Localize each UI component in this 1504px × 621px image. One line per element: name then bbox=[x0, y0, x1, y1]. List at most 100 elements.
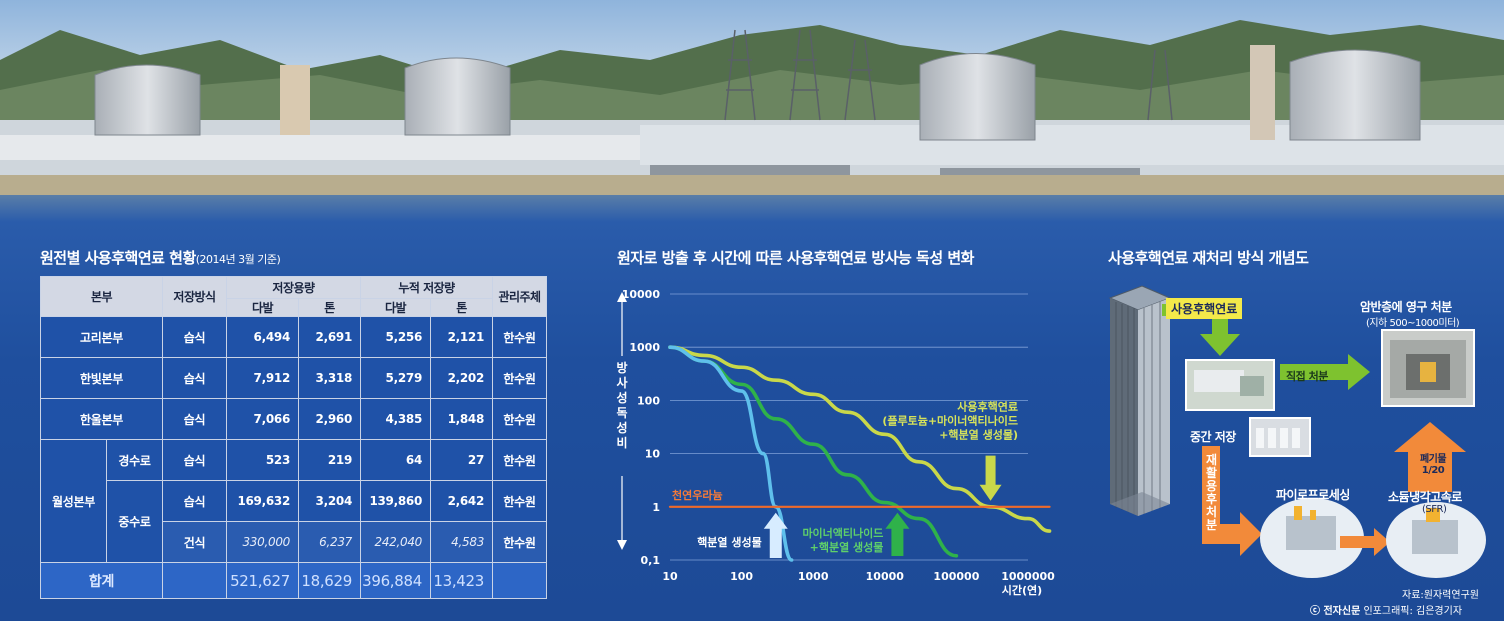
pyro-to-sfr-arrow bbox=[1340, 528, 1390, 556]
row-cap-bundle: 7,066 bbox=[226, 398, 299, 440]
x-tick-label: 10 bbox=[662, 570, 678, 583]
row-acc-ton: 2,202 bbox=[430, 357, 494, 399]
row-manager: 한수원 bbox=[492, 521, 548, 563]
total-manager-empty bbox=[492, 562, 548, 599]
y-axis-label-char: 독 bbox=[616, 406, 627, 420]
y-tick-label: 100 bbox=[637, 394, 660, 407]
row-acc-bundle: 4,385 bbox=[360, 398, 432, 440]
direct-disposal-label: 직접 처분 bbox=[1286, 370, 1328, 383]
minor-actinide-label-1: 마이너액티나이드 bbox=[802, 526, 883, 540]
credit-brand: ⓒ 전자신문 bbox=[1310, 606, 1361, 617]
row-acc-ton: 2,642 bbox=[430, 480, 494, 522]
row-cap-ton: 2,691 bbox=[297, 316, 362, 358]
x-tick-label: 10000 bbox=[866, 570, 905, 583]
header-accumulated: 누적 저장량 bbox=[360, 276, 494, 299]
chart-series bbox=[668, 345, 1052, 562]
spent-fuel-table: 본부 저장방식 저장용량 누적 저장량 관리주체 다발 톤 다발 톤 고리본부 … bbox=[40, 276, 548, 599]
header-manager: 관리주체 bbox=[492, 276, 548, 317]
power-plant-photo bbox=[0, 0, 1504, 222]
sfr-abbr-label: (SFR) bbox=[1422, 504, 1447, 515]
source-credit: 자료:원자력연구원 bbox=[1402, 590, 1479, 601]
minor-actinide-label-2: +핵분열 생성물 bbox=[810, 540, 884, 554]
y-axis-label-char: 사 bbox=[616, 375, 627, 390]
row-reactor-type: 경수로 bbox=[106, 439, 163, 481]
table-header-row: 본부 저장방식 저장용량 누적 저장량 관리주체 bbox=[40, 276, 548, 317]
table-row: 한울본부 습식 7,066 2,960 4,385 1,848 한수원 bbox=[40, 398, 548, 440]
y-axis-arrow-head-down bbox=[617, 540, 627, 550]
row-cap-ton: 2,960 bbox=[297, 398, 362, 440]
diagram-title: 사용후핵연료 재처리 방식 개념도 bbox=[1108, 249, 1309, 267]
row-method: 습식 bbox=[162, 439, 227, 481]
table-row: 월성본부 경수로 습식 523 219 64 27 한수원 bbox=[40, 439, 548, 563]
row-method: 습식 bbox=[162, 480, 227, 522]
row-acc-bundle: 64 bbox=[360, 439, 432, 481]
total-cap-bundle: 521,627 bbox=[226, 562, 299, 599]
x-tick-label: 1000000 bbox=[1001, 570, 1055, 583]
y-axis-label-char: 성 bbox=[616, 421, 627, 435]
spent-fuel-arrow bbox=[979, 455, 1002, 501]
direct-disposal-arrow bbox=[1280, 354, 1370, 390]
header-cap-ton: 톤 bbox=[297, 298, 362, 317]
row-acc-ton: 4,583 bbox=[430, 521, 494, 563]
fission-products-label: 핵분열 생성물 bbox=[697, 535, 762, 549]
row-manager: 한수원 bbox=[492, 357, 548, 399]
artist-credit: ⓒ 전자신문 인포그래픽: 김은경기자 bbox=[1310, 602, 1462, 617]
recycle-disposal-arrow bbox=[1202, 446, 1262, 556]
row-method: 습식 bbox=[162, 398, 227, 440]
natural-uranium-label: 천연우라늄 bbox=[672, 488, 723, 502]
header-cap-bundle: 다발 bbox=[226, 298, 299, 317]
row-cap-bundle: 6,494 bbox=[226, 316, 299, 358]
row-hq: 고리본부 bbox=[40, 316, 163, 358]
header-acc-bundle: 다발 bbox=[360, 298, 432, 317]
header-acc-ton: 톤 bbox=[430, 298, 494, 317]
table-total-row: 합계 521,627 18,629 396,884 13,423 bbox=[40, 562, 548, 599]
recycle-disposal-label: 재활용후처분 bbox=[1206, 453, 1217, 532]
row-manager: 한수원 bbox=[492, 439, 548, 481]
spent-fuel-tag: 사용후핵연료 bbox=[1166, 298, 1243, 319]
row-acc-bundle: 242,040 bbox=[360, 521, 432, 563]
diagram-graphics bbox=[1108, 285, 1486, 578]
row-cap-ton: 219 bbox=[297, 439, 362, 481]
row-acc-bundle: 5,256 bbox=[360, 316, 432, 358]
row-hq: 한빛본부 bbox=[40, 357, 163, 399]
row-acc-ton: 1,848 bbox=[430, 398, 494, 440]
table-row: 한빛본부 습식 7,912 3,318 5,279 2,202 한수원 bbox=[40, 357, 548, 399]
row-manager: 한수원 bbox=[492, 316, 548, 358]
x-tick-label: 1000 bbox=[798, 570, 829, 583]
fuel-assembly-icon bbox=[1108, 285, 1172, 516]
credit-artist: 인포그래픽: 김은경기자 bbox=[1363, 606, 1463, 617]
waste-reduction-label: 폐기물 1/20 bbox=[1419, 454, 1447, 476]
row-hq: 한울본부 bbox=[40, 398, 163, 440]
row-cap-ton: 6,237 bbox=[297, 521, 362, 563]
total-label: 합계 bbox=[40, 562, 163, 599]
row-cap-bundle: 169,632 bbox=[226, 480, 299, 522]
x-axis-label: 시간(연) bbox=[1002, 583, 1042, 597]
row-manager: 한수원 bbox=[492, 480, 548, 522]
toxicity-chart: 10000 1000 100 10 1 0,1 10 100 1000 10000 100000 10… bbox=[600, 276, 1060, 606]
row-cap-ton: 3,204 bbox=[297, 480, 362, 522]
spent-fuel-label-3: +핵분열 생성물) bbox=[939, 427, 1018, 441]
chart-grid bbox=[670, 293, 1028, 561]
total-method-empty bbox=[162, 562, 227, 599]
total-cap-ton: 18,629 bbox=[297, 562, 362, 599]
table-row: 고리본부 습식 6,494 2,691 5,256 2,121 한수원 bbox=[40, 316, 548, 358]
table-title: 원전별 사용후핵연료 현황(2014년 3월 기준) bbox=[40, 249, 281, 267]
y-axis-label-char: 성 bbox=[616, 391, 627, 405]
series-line bbox=[668, 345, 794, 562]
row-acc-bundle: 139,860 bbox=[360, 480, 432, 522]
row-acc-bundle: 5,279 bbox=[360, 357, 432, 399]
row-method: 습식 bbox=[162, 316, 227, 358]
minor-actinide-arrow bbox=[885, 512, 910, 556]
y-tick-label: 10000 bbox=[622, 288, 661, 301]
row-cap-bundle: 7,912 bbox=[226, 357, 299, 399]
row-hq-wolsong: 월성본부 bbox=[40, 439, 107, 563]
waste-reduction-arrow bbox=[1394, 422, 1466, 492]
row-method: 건식 bbox=[162, 521, 227, 563]
y-axis-label-char: 방 bbox=[616, 360, 627, 375]
y-axis-label-char: 비 bbox=[616, 435, 627, 450]
storage-table: 본부 저장방식 저장용량 누적 저장량 관리주체 다발 톤 다발 톤 고리본부 … bbox=[40, 276, 548, 599]
